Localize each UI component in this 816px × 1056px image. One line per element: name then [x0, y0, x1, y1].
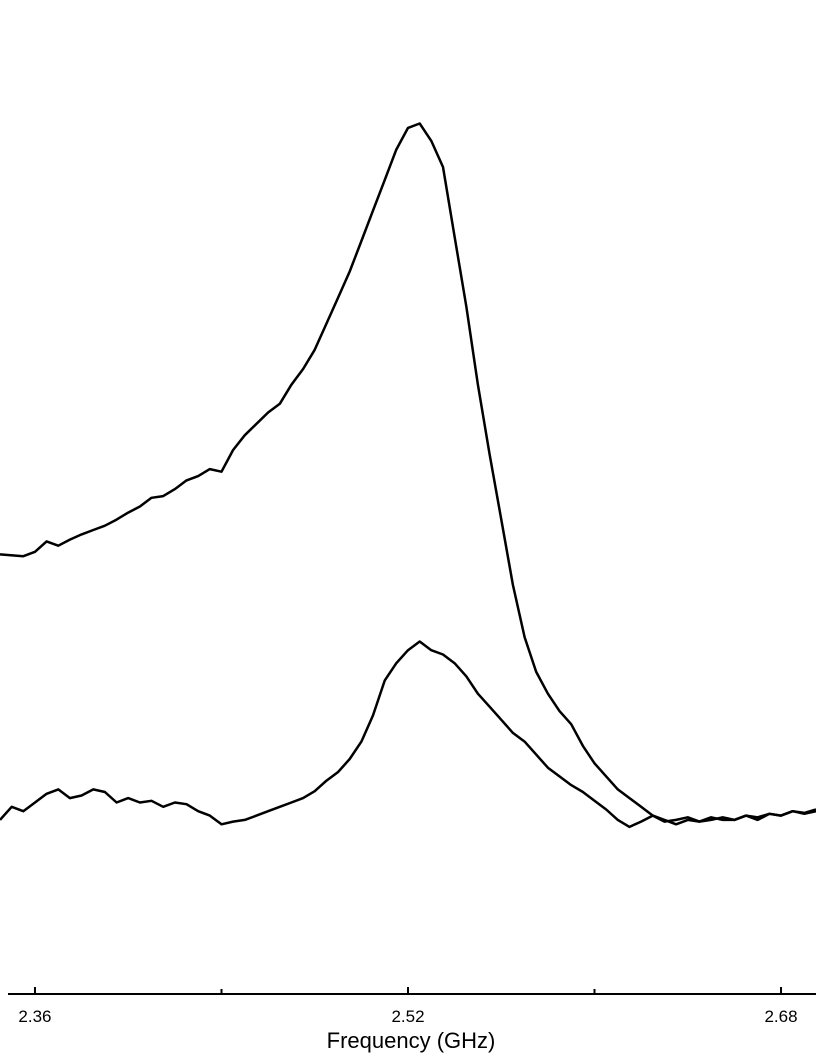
x-tick-label: 2.52: [391, 1007, 424, 1026]
x-tick-label: 2.68: [764, 1007, 797, 1026]
x-axis-title: Frequency (GHz): [327, 1028, 496, 1053]
x-tick-label: 2.36: [18, 1007, 51, 1026]
x-axis-ticks: 2.36 2.52 2.68: [18, 987, 798, 1026]
series-layer: [0, 122, 816, 829]
series-line-2: [0, 640, 816, 829]
series-line-1: [0, 122, 816, 823]
